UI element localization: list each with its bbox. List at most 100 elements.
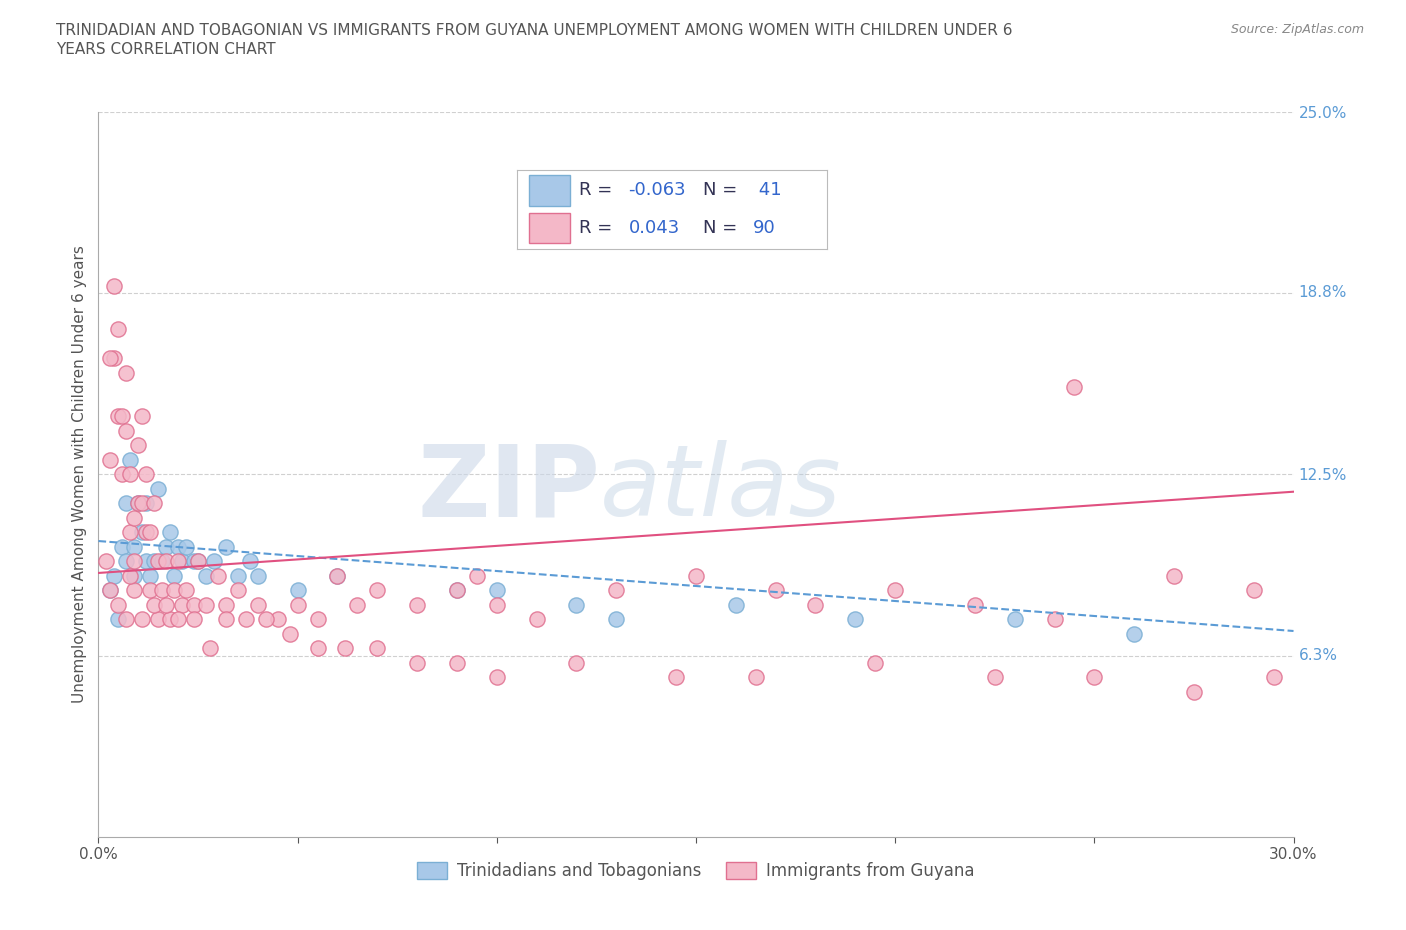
Legend: Trinidadians and Tobagonians, Immigrants from Guyana: Trinidadians and Tobagonians, Immigrants… [411, 856, 981, 886]
Point [174, 583, 197, 598]
Point [346, 597, 368, 612]
Point [139, 583, 162, 598]
Point [127, 496, 149, 511]
Point [235, 612, 257, 627]
Point [565, 597, 588, 612]
Point [1182, 684, 1205, 699]
Point [98, 351, 122, 365]
Point [183, 612, 205, 627]
Point [446, 583, 468, 598]
Point [139, 525, 162, 539]
Text: YEARS CORRELATION CHART: YEARS CORRELATION CHART [56, 42, 276, 57]
Point [111, 467, 134, 482]
Point [446, 583, 468, 598]
Point [124, 568, 146, 583]
Point [724, 597, 747, 612]
Point [124, 583, 146, 598]
Point [406, 597, 429, 612]
Point [565, 656, 588, 671]
Point [765, 583, 787, 598]
Point [745, 670, 768, 684]
Y-axis label: Unemployment Among Women with Children Under 6 years: Unemployment Among Women with Children U… [72, 246, 87, 703]
Point [246, 597, 269, 612]
Point [124, 539, 146, 554]
Point [127, 438, 149, 453]
Point [202, 554, 225, 569]
Point [107, 409, 129, 424]
Point [124, 511, 146, 525]
Point [239, 554, 262, 569]
Point [103, 278, 125, 293]
Point [246, 568, 269, 583]
Point [195, 597, 218, 612]
Point [1063, 379, 1085, 394]
Point [183, 597, 205, 612]
Point [844, 612, 866, 627]
Point [124, 554, 146, 569]
Point [155, 554, 177, 569]
Point [172, 597, 194, 612]
Point [254, 612, 277, 627]
Point [267, 612, 290, 627]
Point [107, 322, 129, 337]
Text: atlas: atlas [600, 440, 842, 538]
Point [1263, 670, 1285, 684]
Point [215, 612, 238, 627]
Point [1043, 612, 1066, 627]
Point [605, 612, 627, 627]
Point [307, 612, 329, 627]
Point [187, 554, 209, 569]
Point [984, 670, 1007, 684]
Point [115, 365, 138, 380]
Point [120, 452, 142, 467]
Point [163, 568, 186, 583]
Point [167, 612, 190, 627]
Point [167, 539, 190, 554]
Text: ZIP: ZIP [418, 440, 600, 538]
Point [120, 568, 142, 583]
Point [1004, 612, 1026, 627]
Point [155, 539, 177, 554]
Point [115, 423, 138, 438]
Point [135, 467, 157, 482]
Point [366, 641, 388, 656]
Point [115, 554, 138, 569]
Point [131, 496, 153, 511]
Point [111, 539, 134, 554]
Point [148, 482, 170, 497]
Point [366, 583, 388, 598]
Point [215, 539, 238, 554]
Point [485, 583, 508, 598]
Point [143, 554, 166, 569]
Point [139, 568, 162, 583]
Point [665, 670, 688, 684]
Point [167, 554, 190, 569]
Point [605, 583, 627, 598]
Point [865, 656, 887, 671]
Point [195, 568, 218, 583]
Point [198, 641, 221, 656]
Point [287, 583, 309, 598]
Point [1163, 568, 1185, 583]
Point [172, 554, 194, 569]
Point [287, 597, 309, 612]
Point [326, 568, 349, 583]
Point [148, 612, 170, 627]
Point [307, 641, 329, 656]
Text: TRINIDADIAN AND TOBAGONIAN VS IMMIGRANTS FROM GUYANA UNEMPLOYMENT AMONG WOMEN WI: TRINIDADIAN AND TOBAGONIAN VS IMMIGRANTS… [56, 23, 1012, 38]
Point [1243, 583, 1265, 598]
Point [326, 568, 349, 583]
Point [884, 583, 907, 598]
Point [335, 641, 357, 656]
Point [207, 568, 229, 583]
Point [131, 525, 153, 539]
Point [155, 597, 177, 612]
Point [120, 525, 142, 539]
Point [150, 583, 173, 598]
Point [226, 583, 249, 598]
Point [103, 351, 125, 365]
Point [103, 568, 125, 583]
Point [135, 554, 157, 569]
Point [143, 496, 166, 511]
Point [685, 568, 707, 583]
